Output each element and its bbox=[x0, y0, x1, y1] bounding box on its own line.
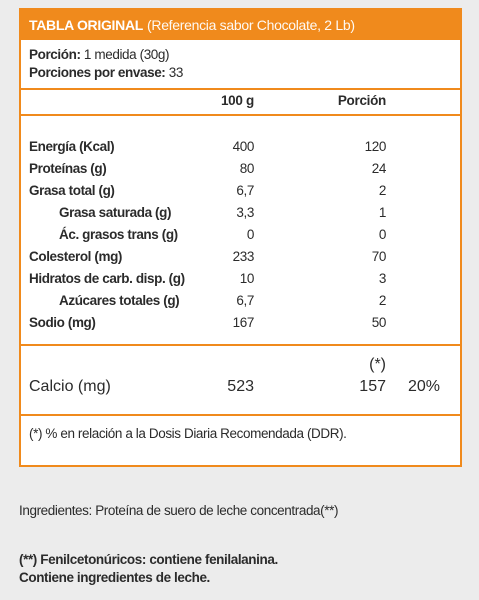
nutrient-per-100g: 400 bbox=[232, 139, 255, 154]
nutrient-per-100g: 10 bbox=[239, 271, 255, 286]
divider bbox=[21, 344, 460, 346]
nutrient-per-100g: 80 bbox=[239, 161, 255, 176]
nutrient-per-portion: 3 bbox=[378, 271, 387, 286]
table-row: Colesterol (mg) 233 70 bbox=[21, 246, 460, 268]
ddr-footnote: (*) % en relación a la Dosis Diaria Reco… bbox=[29, 426, 347, 441]
nutrient-name: Grasa saturada (g) bbox=[59, 205, 172, 220]
divider bbox=[21, 114, 460, 116]
nutrient-name: Proteínas (g) bbox=[29, 161, 107, 176]
phenylketonuria-warning: (**) Fenilcetonúricos: contiene fenilala… bbox=[19, 552, 278, 567]
portion-value: 1 medida (30g) bbox=[83, 47, 170, 62]
nutrient-per-portion: 24 bbox=[371, 161, 387, 176]
column-header-row: 100 g Porción bbox=[21, 90, 460, 114]
calcium-per-100g: 523 bbox=[227, 378, 254, 395]
divider bbox=[21, 88, 460, 90]
nutrient-per-100g: 6,7 bbox=[236, 183, 254, 198]
portion-label: Porción: bbox=[29, 47, 81, 62]
nutrient-rows: Energía (Kcal) 400 120 Proteínas (g) 80 … bbox=[21, 116, 460, 330]
nutrient-name: Azúcares totales (g) bbox=[59, 293, 180, 308]
table-reference: (Referencia sabor Chocolate, 2 Lb) bbox=[147, 17, 355, 33]
nutrient-name: Grasa total (g) bbox=[29, 183, 115, 198]
nutrition-facts-panel: TABLA ORIGINAL (Referencia sabor Chocola… bbox=[19, 8, 462, 467]
nutrient-per-portion: 70 bbox=[371, 249, 387, 264]
column-header-100g: 100 g bbox=[220, 93, 254, 108]
ingredients-text: Ingredientes: Proteína de suero de leche… bbox=[19, 503, 339, 518]
nutrient-per-100g: 3,3 bbox=[236, 205, 254, 220]
calcium-per-portion: 157 bbox=[359, 378, 386, 395]
nutrient-name: Colesterol (mg) bbox=[29, 249, 123, 264]
calcium-ddr-percent: 20% bbox=[407, 378, 440, 395]
nutrient-per-portion: 1 bbox=[378, 205, 387, 220]
nutrient-name: Energía (Kcal) bbox=[29, 139, 115, 154]
nutrient-per-portion: 2 bbox=[378, 293, 387, 308]
table-row: Proteínas (g) 80 24 bbox=[21, 158, 460, 180]
nutrient-per-100g: 0 bbox=[246, 227, 255, 242]
nutrient-per-100g: 167 bbox=[232, 315, 255, 330]
table-title: TABLA ORIGINAL bbox=[29, 17, 144, 33]
nutrient-per-portion: 2 bbox=[378, 183, 387, 198]
table-row: Azúcares totales (g) 6,7 2 bbox=[21, 290, 460, 312]
table-row: Energía (Kcal) 400 120 bbox=[21, 136, 460, 158]
nutrient-per-portion: 50 bbox=[371, 315, 387, 330]
ddr-star-marker: (*) bbox=[369, 356, 386, 373]
divider bbox=[21, 414, 460, 416]
nutrient-per-portion: 0 bbox=[378, 227, 387, 242]
table-row: Sodio (mg) 167 50 bbox=[21, 312, 460, 334]
table-row: Grasa saturada (g) 3,3 1 bbox=[21, 202, 460, 224]
table-row: Ác. grasos trans (g) 0 0 bbox=[21, 224, 460, 246]
nutrient-per-portion: 120 bbox=[364, 139, 387, 154]
table-row: Hidratos de carb. disp. (g) 10 3 bbox=[21, 268, 460, 290]
milk-allergen-warning: Contiene ingredientes de leche. bbox=[19, 570, 210, 585]
servings-per-pack-value: 33 bbox=[168, 65, 184, 80]
nutrient-name: Ác. grasos trans (g) bbox=[59, 227, 178, 242]
servings-per-pack-label: Porciones por envase: bbox=[29, 65, 166, 80]
nutrient-per-100g: 6,7 bbox=[236, 293, 254, 308]
serving-info: Porción: 1 medida (30g) Porciones por en… bbox=[21, 40, 460, 88]
column-header-portion: Porción bbox=[337, 93, 386, 108]
nutrient-name: Hidratos de carb. disp. (g) bbox=[29, 271, 185, 286]
calcium-section: (*) Calcio (mg) 523 157 20% bbox=[21, 346, 460, 414]
nutrient-name: Sodio (mg) bbox=[29, 315, 96, 330]
table-row: Grasa total (g) 6,7 2 bbox=[21, 180, 460, 202]
calcium-name: Calcio (mg) bbox=[29, 378, 111, 395]
nutrient-per-100g: 233 bbox=[232, 249, 255, 264]
table-title-bar: TABLA ORIGINAL (Referencia sabor Chocola… bbox=[21, 10, 460, 40]
